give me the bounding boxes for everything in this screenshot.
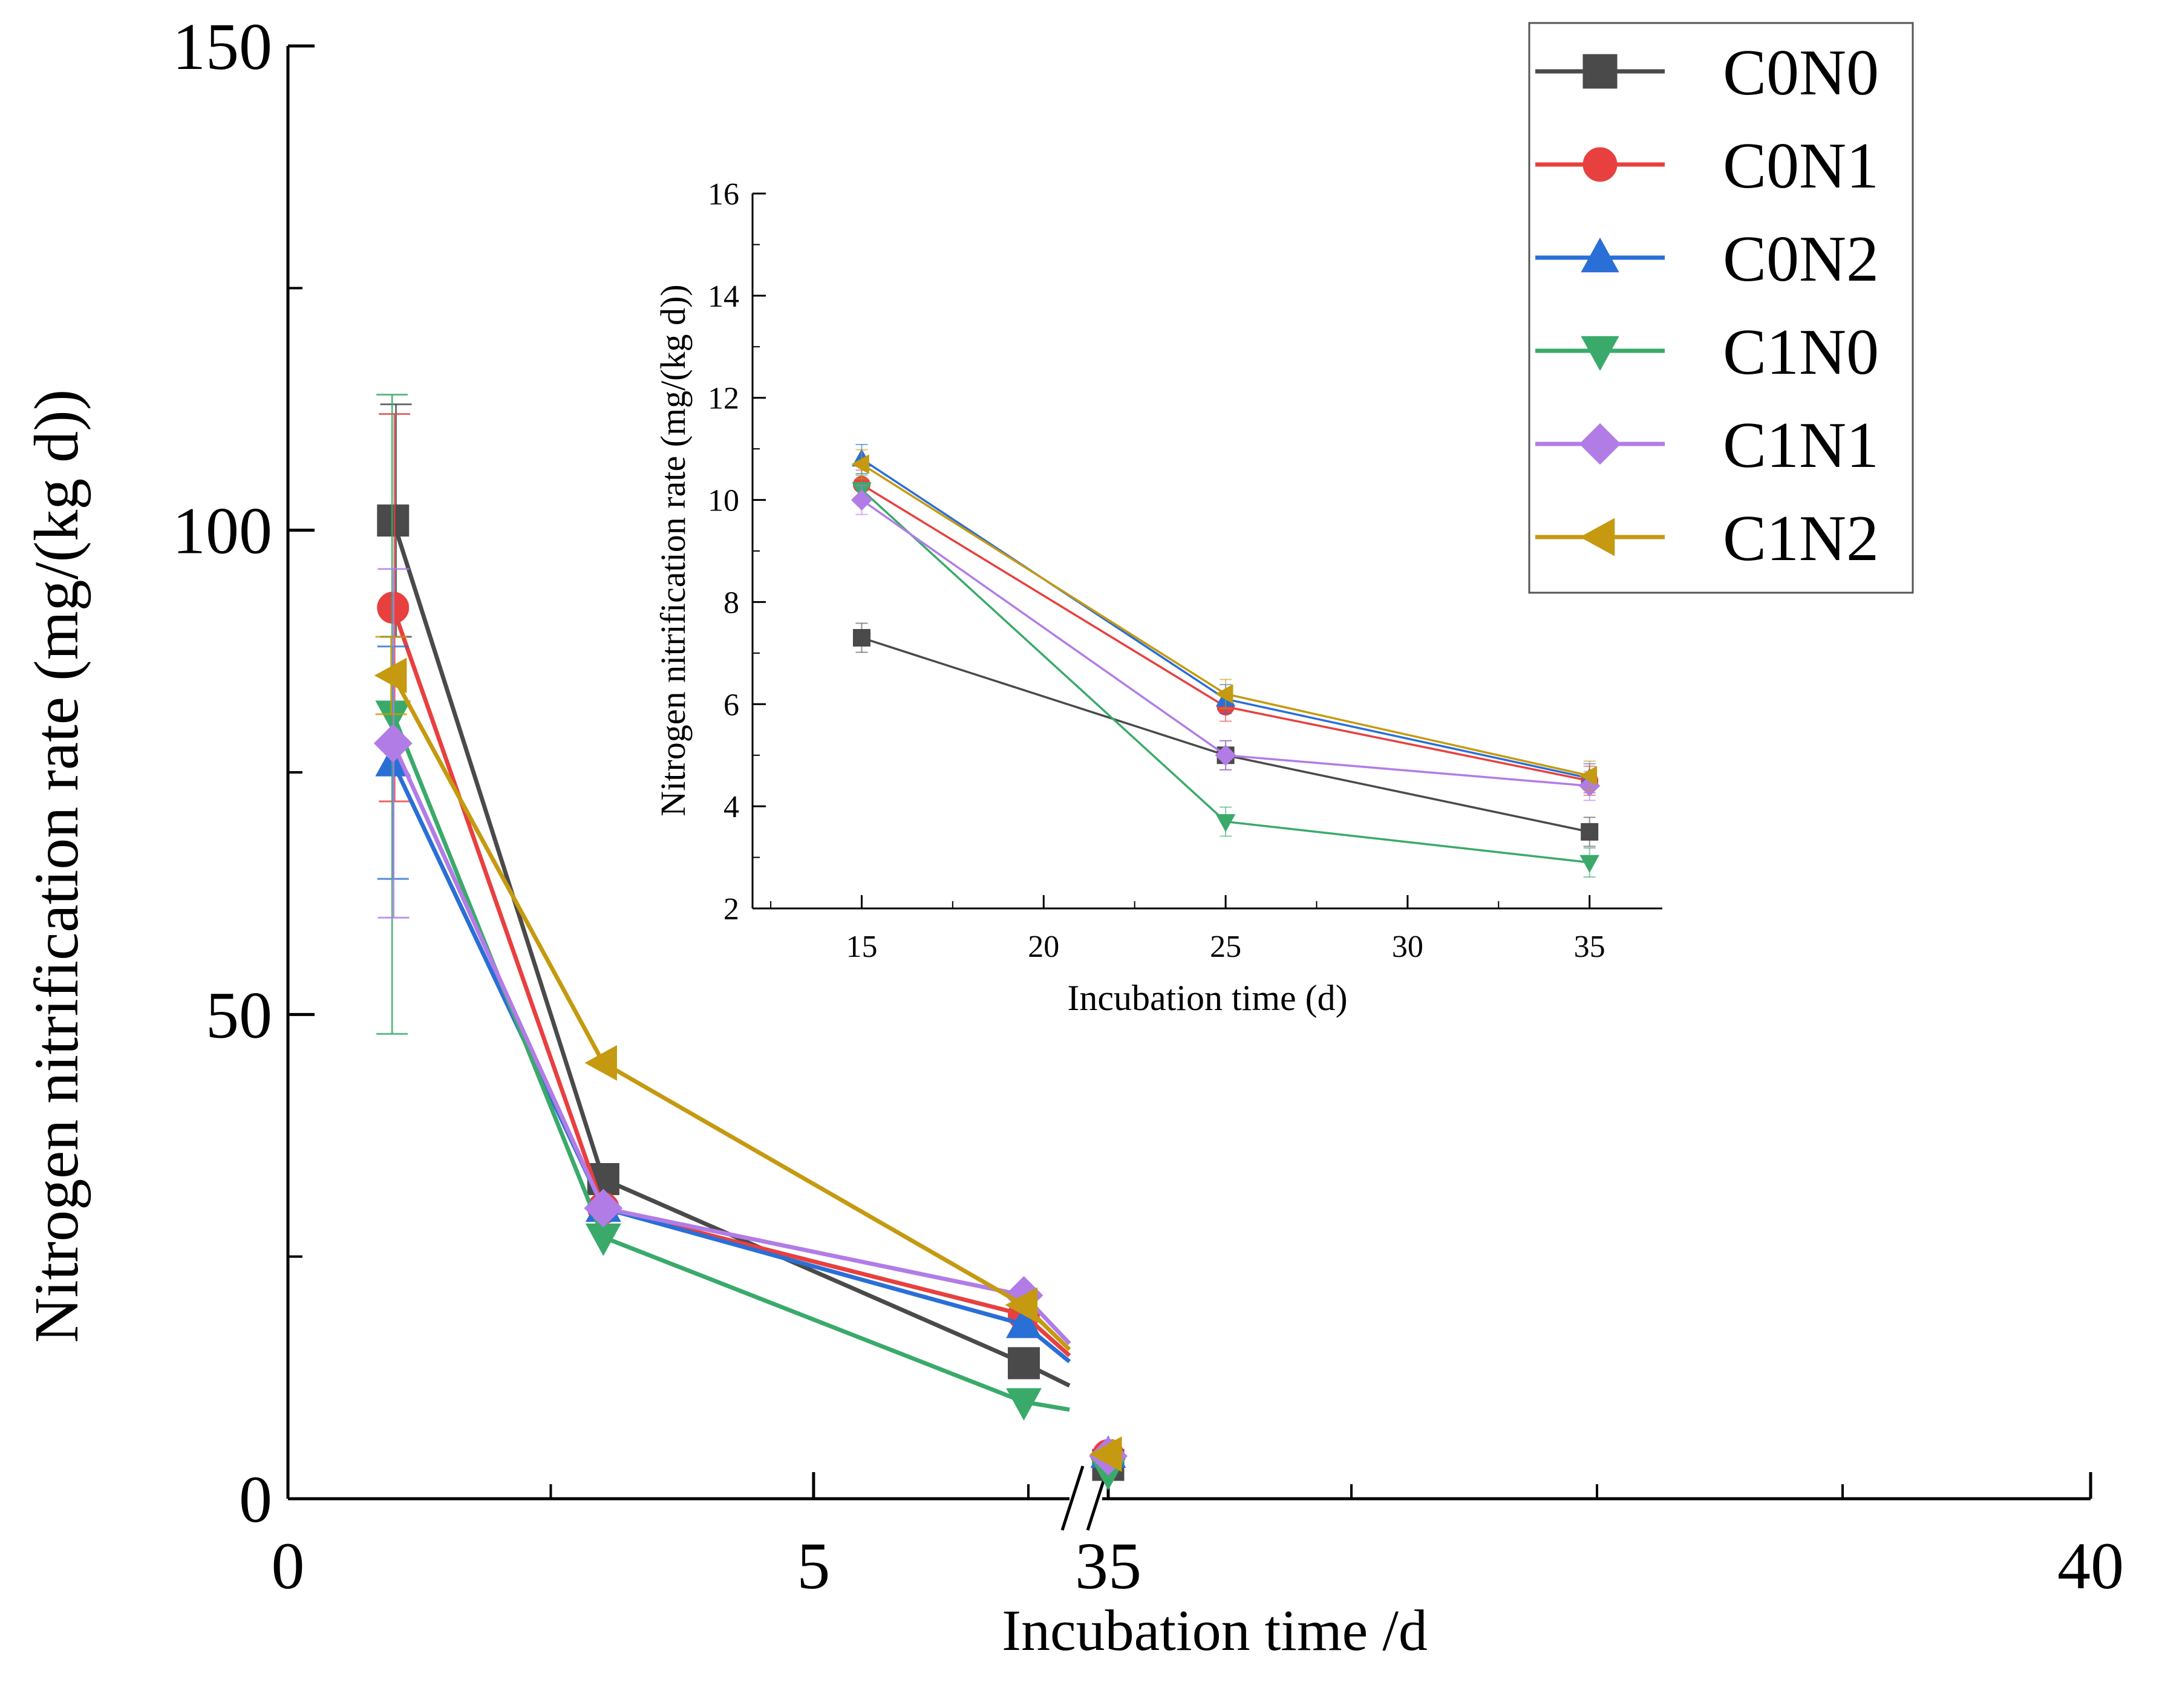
data-point-c1n2 bbox=[584, 1045, 617, 1081]
inset-x-axis-title: Incubation time (d) bbox=[1067, 978, 1347, 1018]
inset-y-tick-label: 4 bbox=[723, 790, 739, 824]
inset-data-point-c1n2 bbox=[1215, 684, 1233, 704]
inset-data-point-c1n0 bbox=[1215, 814, 1236, 832]
inset-x-tick-label: 20 bbox=[1028, 930, 1059, 964]
main-y-tick-label: 0 bbox=[239, 1462, 272, 1536]
inset-y-tick-label: 16 bbox=[708, 177, 739, 212]
legend-marker-c1n0 bbox=[1581, 336, 1619, 371]
inset-y-tick-label: 10 bbox=[708, 484, 739, 518]
inset-y-tick-label: 14 bbox=[708, 279, 739, 314]
legend-marker-c0n2 bbox=[1581, 237, 1619, 273]
inset-y-axis-title: Nitrogen nitrification rate (mg/(kg d)) bbox=[653, 284, 693, 816]
inset-series bbox=[851, 444, 1601, 878]
inset-x-tick-label: 35 bbox=[1574, 930, 1605, 964]
series-line-left bbox=[391, 520, 1071, 1388]
series-line-left bbox=[391, 761, 1071, 1363]
data-point-c1n1 bbox=[373, 724, 413, 763]
main-y-axis-title: Nitrogen nitrification rate (mg/(kg d)) bbox=[22, 390, 91, 1343]
main-y-tick-label: 150 bbox=[172, 10, 272, 83]
inset-y-tick-label: 6 bbox=[723, 688, 739, 722]
series-line-left bbox=[391, 607, 1071, 1357]
data-point-c0n0 bbox=[1007, 1347, 1040, 1380]
data-point-c0n0 bbox=[377, 504, 410, 537]
inset-y-tick-label: 2 bbox=[723, 892, 739, 927]
legend-marker-c1n2 bbox=[1579, 518, 1615, 556]
inset-data-point-c1n2 bbox=[1579, 766, 1598, 786]
inset-x-tick-label: 25 bbox=[1210, 930, 1241, 964]
inset-data-point-c1n1 bbox=[1215, 745, 1236, 766]
inset-axes: 2 4 6 8 10 12 14 16 15 20 25 30 35 bbox=[708, 177, 1662, 964]
legend-marker-c0n0 bbox=[1582, 54, 1618, 89]
data-point-c0n2 bbox=[1006, 1305, 1042, 1338]
inset-x-tick-label: 15 bbox=[846, 930, 877, 964]
data-point-c1n2 bbox=[1089, 1436, 1122, 1472]
main-y-tick-label: 50 bbox=[206, 978, 272, 1052]
inset-data-point-c0n0 bbox=[1581, 823, 1599, 841]
inset-data-point-c1n1 bbox=[851, 489, 872, 511]
series-line-left bbox=[391, 674, 1071, 1351]
legend-label-c0n2: C0N2 bbox=[1723, 223, 1879, 295]
legend-label-c1n1: C1N1 bbox=[1723, 409, 1879, 481]
inset-y-tick-label: 8 bbox=[723, 585, 739, 620]
legend-marker-c0n1 bbox=[1582, 147, 1618, 182]
axis-break-mark bbox=[1060, 1465, 1085, 1531]
legend-label-c0n1: C0N1 bbox=[1723, 130, 1879, 202]
inset-series-c1n1 bbox=[851, 484, 1601, 801]
data-point-c1n1 bbox=[584, 1188, 623, 1228]
main-x-tick-label: 35 bbox=[1075, 1529, 1141, 1603]
inset-data-point-c1n0 bbox=[1579, 855, 1599, 873]
main-x-tick-label: 0 bbox=[272, 1529, 305, 1603]
main-x-tick-label: 40 bbox=[2057, 1529, 2124, 1603]
legend-label-c1n2: C1N2 bbox=[1723, 503, 1879, 575]
main-x-axis-title: Incubation time /d bbox=[1002, 1598, 1428, 1663]
inset-data-point-c0n0 bbox=[852, 629, 870, 647]
series-line-left bbox=[391, 742, 1071, 1345]
legend-marker-c1n1 bbox=[1579, 423, 1621, 465]
legend-box bbox=[1528, 22, 1914, 594]
legend: C0N0 C0N1 C0N2 C1N0 C1N1 C1N2 bbox=[1528, 22, 1914, 594]
data-point-c1n0 bbox=[1006, 1388, 1042, 1421]
series-c1n2 bbox=[374, 636, 1122, 1472]
inset-series-c1n2 bbox=[851, 449, 1598, 791]
inset-data-point-c1n2 bbox=[851, 454, 869, 474]
legend-label-c1n0: C1N0 bbox=[1723, 316, 1879, 388]
inset-x-tick-label: 30 bbox=[1392, 930, 1423, 964]
main-series bbox=[373, 393, 1128, 1491]
data-point-c1n2 bbox=[374, 657, 407, 694]
main-axes: 0 50 100 150 0 5 35 40 bbox=[172, 10, 2124, 1603]
legend-label-c0n0: C0N0 bbox=[1723, 37, 1879, 109]
main-y-tick-label: 100 bbox=[172, 494, 272, 568]
main-x-tick-label: 5 bbox=[797, 1529, 830, 1603]
data-point-c1n2 bbox=[1005, 1287, 1038, 1323]
inset-y-tick-label: 12 bbox=[708, 382, 739, 416]
